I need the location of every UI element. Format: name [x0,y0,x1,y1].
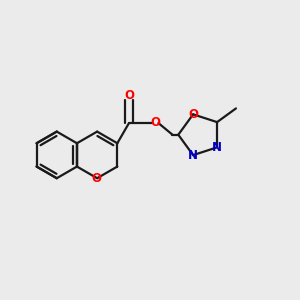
Text: O: O [188,108,198,121]
Text: O: O [91,172,101,185]
Text: O: O [124,89,134,102]
Text: O: O [150,116,161,129]
Text: N: N [188,148,198,162]
Text: N: N [212,141,222,154]
